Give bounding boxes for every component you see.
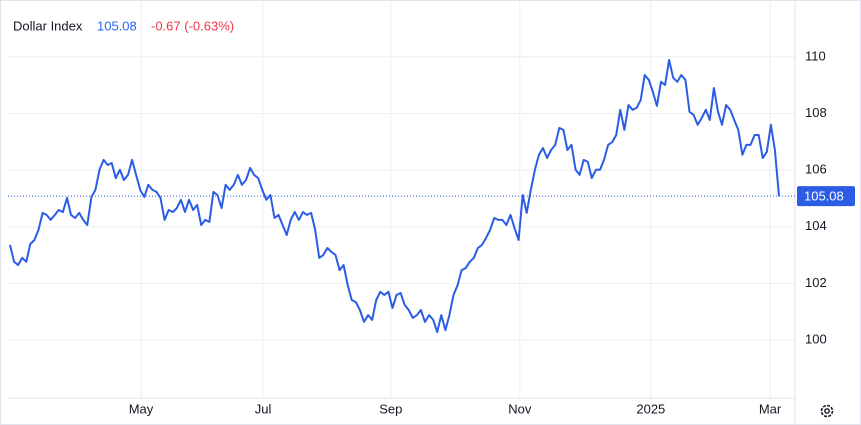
x-tick-label: Sep bbox=[379, 401, 402, 416]
last-price-badge bbox=[797, 186, 855, 207]
y-tick-label: 102 bbox=[805, 275, 827, 290]
x-tick-label: Jul bbox=[255, 401, 272, 416]
x-tick-label: Nov bbox=[508, 401, 532, 416]
x-tick-label: Mar bbox=[759, 401, 782, 416]
y-tick-label: 110 bbox=[805, 48, 826, 63]
y-tick-label: 108 bbox=[805, 105, 827, 120]
y-tick-label: 106 bbox=[805, 162, 827, 177]
change: -0.67 (-0.63%) bbox=[151, 18, 234, 33]
title: Dollar Index bbox=[13, 18, 83, 33]
last-price-label: 105.08 bbox=[804, 189, 844, 204]
price-line bbox=[9, 59, 780, 333]
settings-icon[interactable] bbox=[820, 404, 834, 418]
x-tick-label: May bbox=[129, 401, 154, 416]
last-price: 105.08 bbox=[97, 18, 137, 33]
y-tick-label: 104 bbox=[805, 218, 827, 233]
x-tick-label: 2025 bbox=[636, 401, 665, 416]
y-tick-label: 100 bbox=[805, 331, 827, 346]
